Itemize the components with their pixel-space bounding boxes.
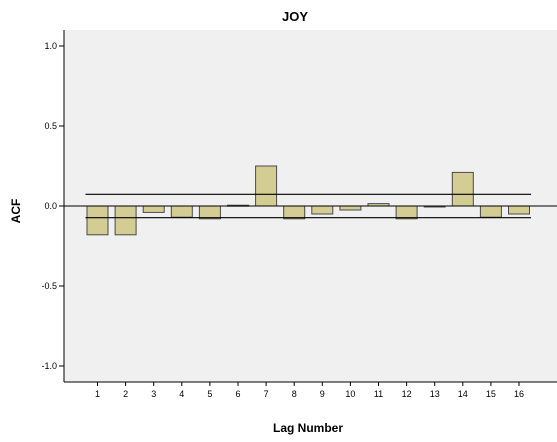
bar-lag-3 xyxy=(142,205,165,213)
y-tick-label: -1.0 xyxy=(41,361,57,371)
bar-lag-10 xyxy=(339,205,362,211)
x-tick-label: 15 xyxy=(486,389,496,399)
bars-group xyxy=(86,165,530,236)
x-tick-label: 7 xyxy=(264,389,269,399)
y-tick-label: -0.5 xyxy=(41,281,57,291)
bar-lag-9 xyxy=(311,205,334,215)
bar-lag-14 xyxy=(451,171,474,207)
x-tick-label: 5 xyxy=(207,389,212,399)
chart-title: JOY xyxy=(282,9,308,24)
x-tick-label: 10 xyxy=(345,389,355,399)
x-axis-title: Lag Number xyxy=(273,421,343,435)
x-tick-label: 2 xyxy=(123,389,128,399)
bar-lag-1 xyxy=(86,205,109,236)
bar-lag-4 xyxy=(170,205,193,218)
x-tick-label: 12 xyxy=(402,389,412,399)
x-tick-label: 6 xyxy=(235,389,240,399)
y-tick-label: 1.0 xyxy=(44,41,57,51)
x-tick-label: 13 xyxy=(430,389,440,399)
bar-lag-5 xyxy=(198,205,221,220)
reference-lines xyxy=(64,193,557,219)
axes-group: 1.00.50.0-0.5-1.01 2 3 4 5 6 7 8 9 10 11 12 13 14 15 16 xyxy=(41,30,557,399)
x-tick-label: 14 xyxy=(458,389,468,399)
x-tick-label: 16 xyxy=(514,389,524,399)
x-tick-label: 9 xyxy=(320,389,325,399)
bar-lag-8 xyxy=(283,205,306,220)
y-axis-title: ACF xyxy=(9,199,23,224)
x-tick-label: 4 xyxy=(179,389,184,399)
bar-lag-16 xyxy=(508,205,530,215)
x-tick-label: 3 xyxy=(151,389,156,399)
bar-lag-7 xyxy=(255,165,278,207)
bar-lag-2 xyxy=(114,205,137,236)
bar-lag-15 xyxy=(479,205,502,218)
y-tick-label: 0.0 xyxy=(44,201,57,211)
bar-lag-12 xyxy=(395,205,418,220)
x-tick-label: 11 xyxy=(374,389,383,399)
x-tick-label: 8 xyxy=(292,389,297,399)
y-tick-label: 0.5 xyxy=(44,121,57,131)
x-tick-label: 1 xyxy=(95,389,100,399)
